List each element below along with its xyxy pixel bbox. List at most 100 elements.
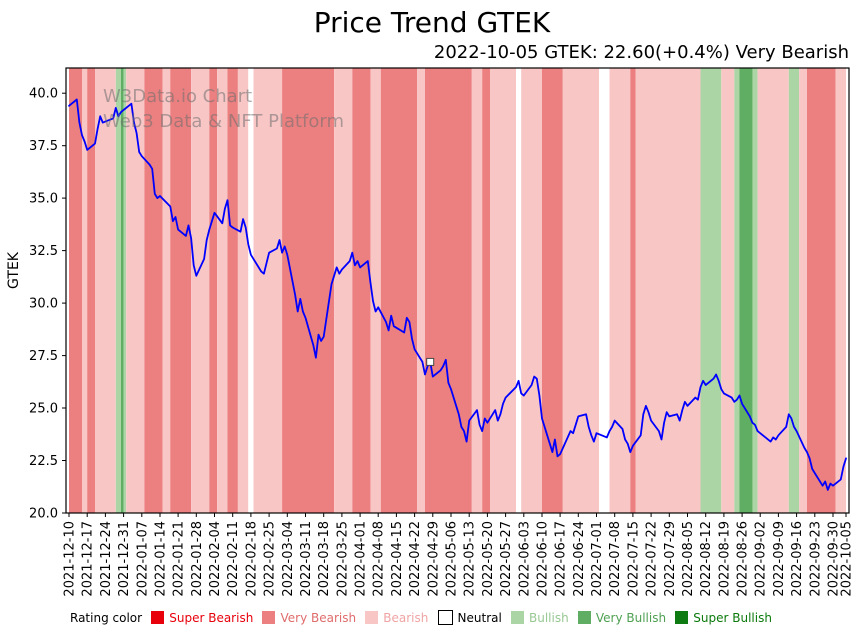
x-tick-label: 2022-09-30 (827, 521, 842, 597)
rating-band-bearish (253, 68, 283, 513)
y-tick-label: 30.0 (29, 297, 58, 312)
y-tick-label: 37.5 (29, 139, 58, 154)
rating-band-very_bearish (542, 68, 563, 513)
rating-band-bearish (334, 68, 353, 513)
x-tick-label: 2022-01-14 (154, 521, 169, 597)
rating-band-bearish (835, 68, 846, 513)
y-tick-label: 25.0 (29, 402, 58, 417)
neutral-marker (426, 357, 435, 366)
legend-label: Super Bullish (693, 610, 772, 625)
x-tick-label: 2022-07-22 (645, 521, 660, 597)
x-tick-label: 2022-05-13 (463, 521, 478, 597)
x-tick-label: 2022-08-26 (736, 521, 751, 597)
x-tick-label: 2022-08-12 (699, 521, 714, 597)
x-tick-label: 2022-06-17 (554, 521, 569, 597)
x-tick-label: 2021-12-31 (117, 521, 132, 597)
x-tick-label: 2022-02-04 (208, 521, 223, 597)
y-tick-label: 27.5 (29, 349, 58, 364)
rating-band-bearish (609, 68, 631, 513)
legend-label: Bullish (529, 610, 569, 625)
rating-band-very_bearish (209, 68, 218, 513)
legend-swatch-bullish (511, 611, 524, 624)
legend-label: Neutral (457, 610, 502, 625)
y-tick-label: 32.5 (29, 244, 58, 259)
rating-band-bearish (126, 68, 145, 513)
rating-band-bullish (115, 68, 121, 513)
x-tick-label: 2022-04-01 (354, 521, 369, 597)
x-tick-label: 2022-08-05 (681, 521, 696, 597)
x-tick-label: 2022-07-15 (626, 521, 641, 597)
rating-band-bearish (757, 68, 789, 513)
legend-label: Very Bullish (595, 610, 667, 625)
rating-band-bearish (471, 68, 483, 513)
rating-band-neutral (516, 68, 522, 513)
rating-band-very_bearish (807, 68, 836, 513)
x-tick-label: 2022-02-18 (244, 521, 259, 597)
x-tick-label: 2022-06-10 (536, 521, 551, 597)
x-tick-label: 2022-09-02 (754, 521, 769, 597)
y-tick-label: 40.0 (29, 87, 58, 102)
rating-band-bearish (490, 68, 516, 513)
x-tick-label: 2022-03-11 (299, 521, 314, 597)
x-tick-label: 2022-02-25 (263, 521, 278, 597)
x-tick-label: 2022-03-18 (317, 521, 332, 597)
rating-band-neutral (248, 68, 254, 513)
rating-band-very_bearish (69, 68, 82, 513)
legend-item-super_bearish: Super Bearish (151, 611, 253, 625)
legend-swatch-super_bullish (675, 611, 689, 624)
y-tick-label: 20.0 (29, 507, 58, 522)
x-tick-label: 2022-08-19 (717, 521, 732, 597)
x-tick-label: 2022-06-24 (572, 521, 587, 597)
legend-swatch-super_bearish (151, 611, 165, 624)
rating-band-very_bearish (170, 68, 192, 513)
x-tick-label: 2022-04-22 (408, 521, 423, 597)
legend-swatch-bearish (365, 611, 379, 624)
x-tick-label: 2022-09-09 (772, 521, 787, 597)
rating-band-bearish (417, 68, 425, 513)
x-tick-label: 2022-07-29 (663, 521, 678, 597)
x-tick-label: 2022-05-27 (499, 521, 514, 597)
legend-swatch-very_bullish (577, 611, 591, 624)
x-tick-label: 2022-02-11 (226, 521, 241, 597)
rating-band-bearish (217, 68, 228, 513)
rating-band-bearish (799, 68, 807, 513)
rating-band-very_bearish (282, 68, 335, 513)
x-tick-label: 2022-01-21 (172, 521, 187, 597)
x-tick-label: 2022-04-08 (372, 521, 387, 597)
x-tick-label: 2022-07-08 (608, 521, 623, 597)
legend-item-super_bullish: Super Bullish (675, 611, 772, 625)
x-tick-label: 2021-12-10 (63, 521, 78, 597)
x-tick-label: 2022-03-25 (335, 521, 350, 597)
legend-label: Bearish (383, 610, 429, 625)
legend-item-very_bearish: Very Bearish (262, 611, 356, 625)
rating-band-bearish (191, 68, 210, 513)
rating-band-bearish (635, 68, 701, 513)
rating-band-bearish (721, 68, 735, 513)
chart-subtitle: 2022-10-05 GTEK: 22.60(+0.4%) Very Beari… (433, 42, 849, 63)
rating-band-bullish (123, 68, 127, 513)
y-tick-label: 35.0 (29, 192, 58, 207)
x-tick-label: 2022-05-20 (481, 521, 496, 597)
legend-item-neutral: Neutral (437, 610, 502, 625)
x-tick-label: 2022-06-03 (517, 521, 532, 597)
legend-title: Rating color (70, 610, 143, 625)
plot-border (65, 67, 850, 514)
x-tick-label: 2021-12-24 (99, 521, 114, 597)
rating-band-very_bearish (352, 68, 371, 513)
x-tick-label: 2022-05-06 (445, 521, 460, 597)
rating-band-very_bearish (87, 68, 95, 513)
legend-swatch-neutral (437, 610, 453, 625)
rating-band-bullish (700, 68, 722, 513)
x-tick-label: 2021-12-17 (81, 521, 96, 597)
rating-band-very_bearish (482, 68, 490, 513)
price-line (68, 98, 847, 491)
x-tick-label: 2022-04-15 (390, 521, 405, 597)
x-tick-label: 2022-07-01 (590, 521, 605, 597)
x-tick-label: 2022-03-04 (281, 521, 296, 597)
rating-band-very_bullish (739, 68, 753, 513)
rating-band-bearish (562, 68, 600, 513)
y-axis-label: GTEK (6, 252, 22, 289)
y-tick-label: 22.5 (29, 454, 58, 469)
x-tick-label: 2022-09-16 (790, 521, 805, 597)
rating-band-bullish (788, 68, 800, 513)
